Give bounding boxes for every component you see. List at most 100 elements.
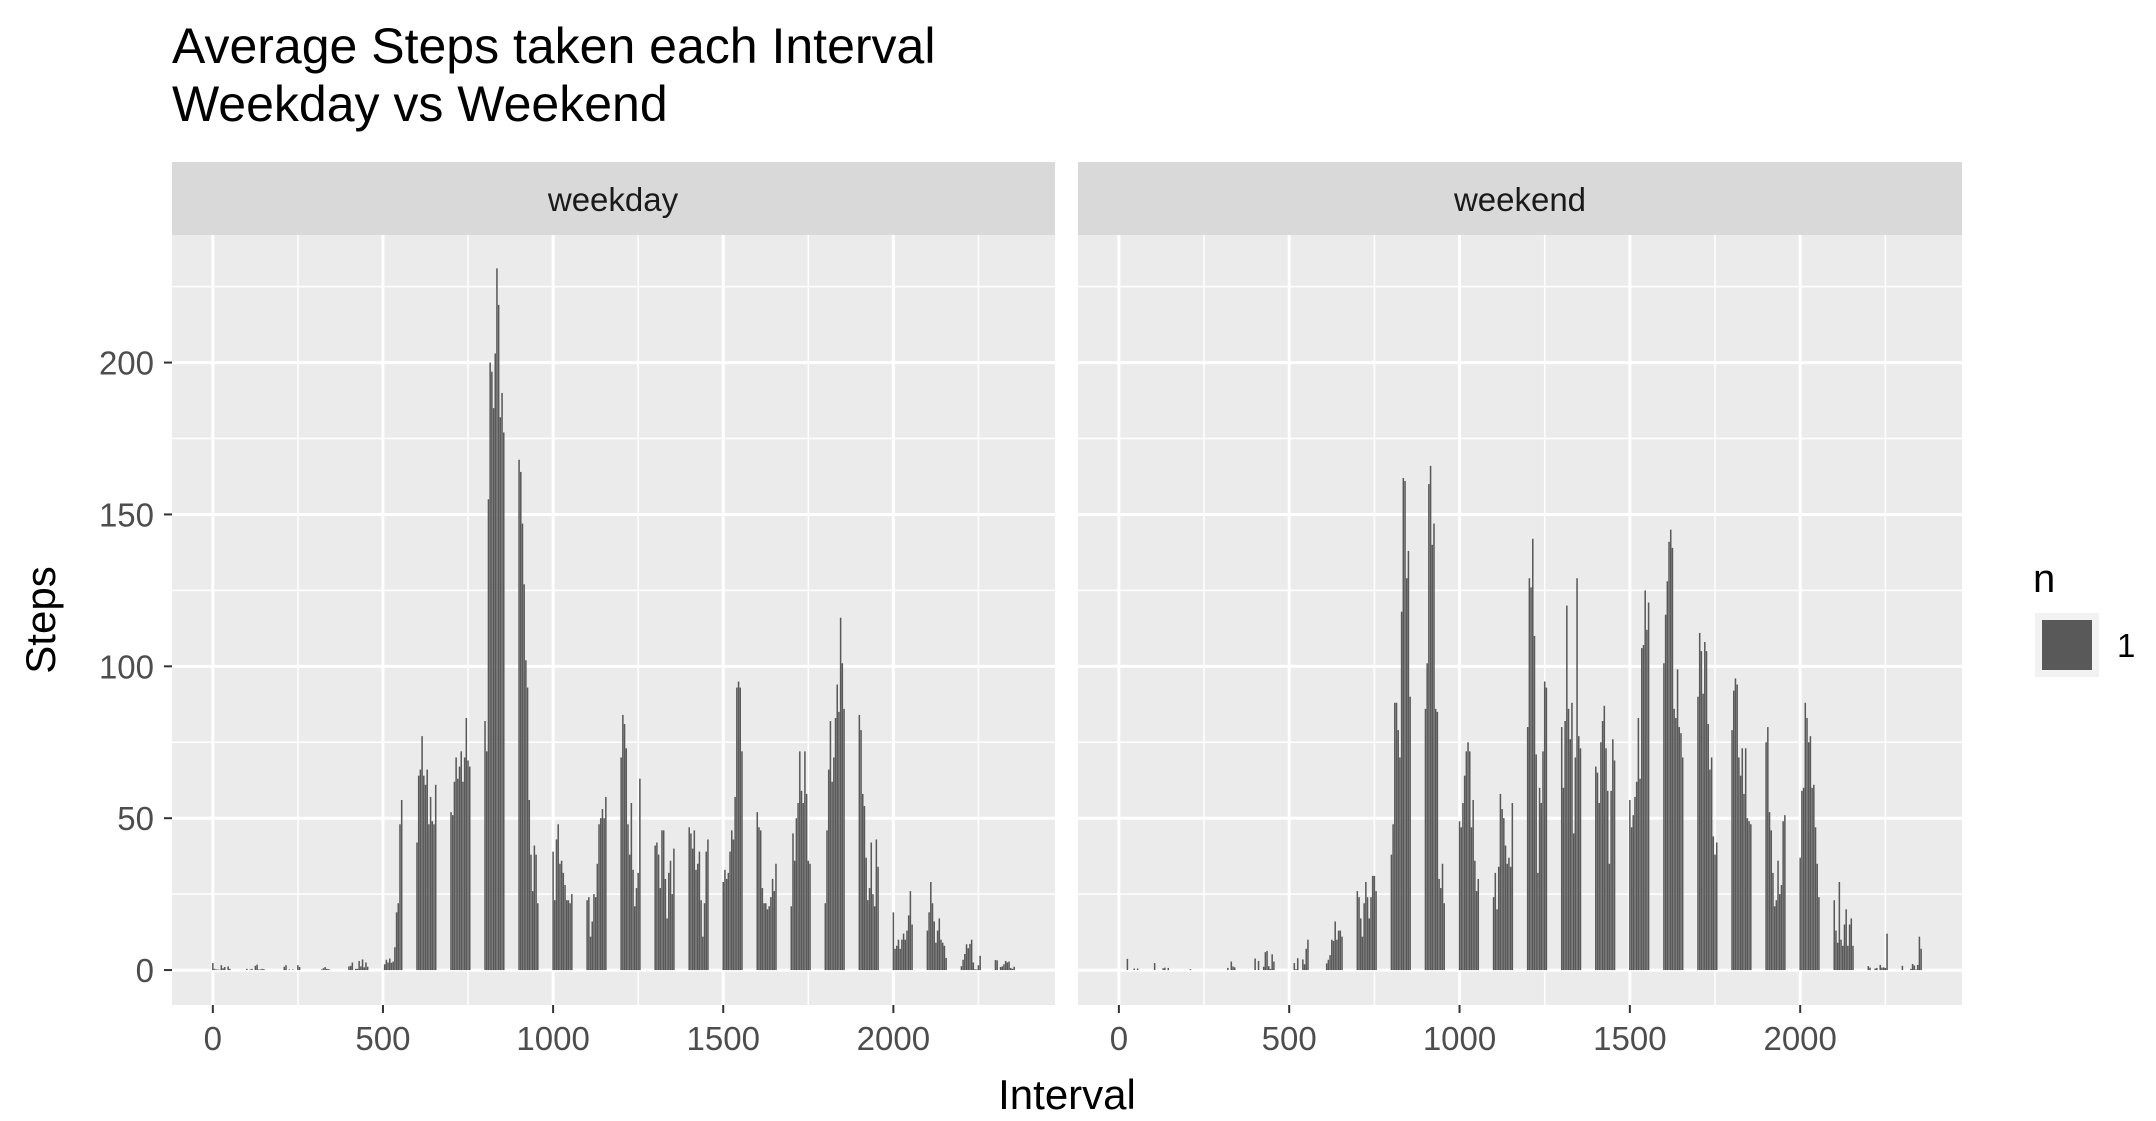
- bar: [630, 803, 633, 971]
- bar: [1227, 967, 1229, 971]
- bar: [1746, 818, 1749, 971]
- bar: [535, 854, 537, 971]
- bar: [1741, 748, 1744, 971]
- bar: [434, 784, 437, 971]
- bar: [1876, 967, 1878, 971]
- bar: [1189, 969, 1192, 971]
- bar: [1365, 881, 1367, 971]
- bar: [1715, 842, 1718, 971]
- bar: [1266, 950, 1268, 971]
- bar: [1400, 611, 1403, 971]
- bar: [1499, 793, 1502, 971]
- x-tick-label: 1000: [1423, 1020, 1496, 1057]
- bar: [722, 881, 724, 971]
- bar: [1879, 964, 1882, 971]
- bar: [1399, 757, 1401, 971]
- bar: [1596, 772, 1599, 971]
- bar: [1545, 687, 1548, 971]
- bar: [623, 724, 626, 971]
- bar: [724, 869, 726, 971]
- bar: [261, 968, 263, 971]
- bar: [530, 854, 532, 971]
- legend-title: n: [2033, 557, 2055, 601]
- bar: [1663, 663, 1665, 971]
- panel-weekday: weekday 0 500 1000 1500 2000: [172, 162, 1055, 1057]
- bar: [1356, 891, 1359, 971]
- bar: [863, 806, 866, 971]
- bar: [1526, 727, 1529, 971]
- bar: [759, 830, 762, 971]
- bar: [732, 839, 735, 971]
- bar: [1233, 967, 1236, 971]
- bar: [1732, 690, 1735, 971]
- bar: [657, 854, 660, 971]
- bar: [599, 818, 602, 971]
- bar: [259, 969, 262, 971]
- bar: [999, 967, 1002, 971]
- bar: [468, 766, 471, 971]
- bar: [354, 968, 357, 971]
- bar: [1407, 550, 1410, 971]
- bar: [831, 781, 833, 971]
- bar: [1293, 963, 1296, 971]
- bar: [1848, 924, 1851, 971]
- x-tick-label: 1500: [687, 1020, 760, 1057]
- bar: [868, 888, 871, 971]
- bar: [1882, 967, 1885, 971]
- bar: [793, 860, 796, 971]
- bar: [433, 824, 435, 971]
- bar: [1750, 824, 1752, 971]
- bar: [865, 857, 867, 971]
- bar: [843, 708, 845, 971]
- bar: [688, 827, 690, 971]
- bar: [824, 903, 827, 971]
- bar: [1704, 642, 1706, 971]
- bar: [217, 969, 219, 971]
- bar: [1336, 939, 1338, 971]
- bar: [875, 839, 878, 971]
- bar: [501, 392, 503, 971]
- bar: [1305, 948, 1307, 971]
- bar: [695, 869, 697, 971]
- bar: [1440, 888, 1442, 971]
- bar: [1463, 775, 1466, 971]
- bar: [1569, 739, 1572, 971]
- bar: [390, 962, 393, 971]
- bar: [1852, 945, 1854, 971]
- bar: [1537, 872, 1539, 971]
- bar: [1532, 538, 1534, 971]
- bar: [351, 962, 354, 971]
- bar: [1680, 733, 1682, 971]
- bar: [1799, 857, 1801, 971]
- bar: [1818, 897, 1820, 971]
- bar: [564, 885, 566, 971]
- bar: [1262, 966, 1265, 971]
- bar: [1736, 684, 1738, 971]
- bar: [839, 617, 842, 971]
- bar: [1671, 547, 1674, 971]
- bar: [1847, 945, 1849, 971]
- bar: [634, 906, 636, 971]
- bar: [1639, 778, 1641, 971]
- bar: [399, 824, 401, 971]
- panel-weekend: weekend 0 500 1000 1500 2000: [1078, 162, 1962, 1057]
- bar: [1884, 967, 1887, 971]
- bar: [1598, 803, 1600, 971]
- bar: [1702, 693, 1704, 971]
- bar: [739, 687, 742, 971]
- bar: [394, 947, 396, 971]
- bar: [1392, 824, 1394, 971]
- bar: [1257, 960, 1260, 971]
- bar: [877, 866, 879, 971]
- bar: [1676, 669, 1679, 971]
- bar: [1475, 891, 1478, 971]
- bar: [1136, 968, 1139, 971]
- strip-weekday: [172, 162, 1055, 235]
- bar: [1574, 757, 1577, 971]
- bar: [1809, 736, 1812, 971]
- bar: [1497, 866, 1500, 971]
- bar: [1468, 751, 1471, 971]
- bar: [906, 930, 908, 971]
- bar: [1813, 784, 1815, 971]
- bar: [487, 499, 490, 971]
